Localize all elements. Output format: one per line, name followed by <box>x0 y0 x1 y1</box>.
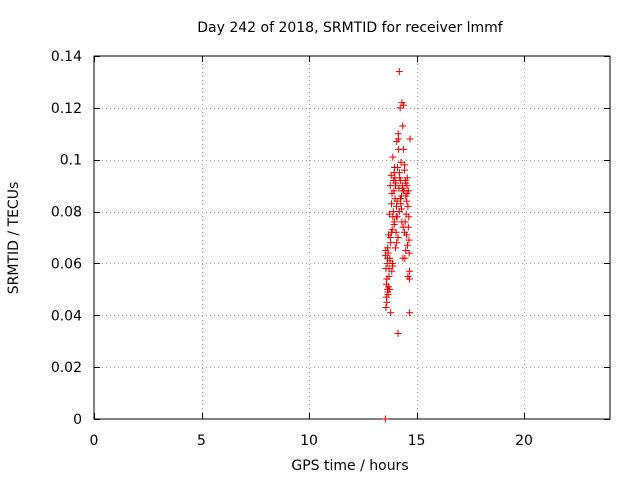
data-point <box>397 200 405 208</box>
data-point <box>382 304 390 312</box>
data-point <box>403 174 411 182</box>
data-point <box>395 208 403 216</box>
data-point <box>397 176 405 184</box>
x-tick-label: 5 <box>197 433 206 449</box>
y-tick-label: 0.02 <box>51 360 82 376</box>
data-point <box>386 257 394 265</box>
data-point <box>406 267 414 275</box>
x-tick-label: 15 <box>408 433 426 449</box>
data-point <box>403 241 411 249</box>
data-point <box>393 239 401 247</box>
x-tick-label: 20 <box>515 433 533 449</box>
data-point <box>405 213 413 221</box>
x-tick-label: 10 <box>300 433 318 449</box>
data-point <box>402 179 410 187</box>
data-point <box>388 226 396 234</box>
y-tick-label: 0.14 <box>51 49 82 65</box>
data-point <box>400 101 408 109</box>
axis-ticks: 0 5 10 15 20 0 0.02 0.04 0.06 0.08 0.1 0.12 0.14 <box>51 49 610 449</box>
y-tick-label: 0.12 <box>51 101 82 117</box>
data-point <box>401 161 409 169</box>
data-point <box>397 158 405 166</box>
data-point <box>388 200 396 208</box>
data-point <box>403 189 411 197</box>
data-point <box>402 246 410 254</box>
data-point <box>383 275 391 283</box>
y-tick-label: 0.1 <box>60 153 82 169</box>
data-point <box>399 184 407 192</box>
chart-title: Day 242 of 2018, SRMTID for receiver lmm… <box>197 20 504 36</box>
data-point <box>382 293 390 301</box>
data-point <box>399 122 407 130</box>
data-points <box>381 68 414 423</box>
data-point <box>391 244 399 252</box>
grid-lines <box>94 56 610 419</box>
x-tick-label: 0 <box>90 433 99 449</box>
data-point <box>394 329 402 337</box>
data-point <box>394 234 402 241</box>
data-point <box>406 135 414 143</box>
data-point <box>391 174 399 182</box>
data-point <box>395 145 403 153</box>
data-point <box>382 246 390 254</box>
data-point <box>405 275 413 283</box>
data-point <box>406 309 414 317</box>
data-point <box>399 254 407 262</box>
x-axis-label: GPS time / hours <box>291 458 408 474</box>
y-tick-label: 0.04 <box>51 308 82 324</box>
y-tick-label: 0 <box>73 412 82 428</box>
data-point <box>389 153 397 161</box>
data-point <box>391 182 399 190</box>
y-tick-label: 0.08 <box>51 205 82 221</box>
data-point <box>386 234 394 241</box>
data-point <box>393 213 401 221</box>
data-point <box>393 202 401 210</box>
plot-frame <box>93 55 611 420</box>
data-point <box>404 223 412 231</box>
data-point <box>384 288 392 296</box>
data-point <box>389 262 397 270</box>
y-axis-label: SRMTID / TECUs <box>6 182 22 295</box>
data-point <box>394 163 402 171</box>
data-point <box>403 197 411 205</box>
data-point <box>388 267 396 275</box>
data-point <box>401 218 409 226</box>
data-point <box>395 169 403 177</box>
data-point <box>392 228 400 236</box>
data-point <box>387 309 395 317</box>
data-point <box>390 187 398 195</box>
data-point <box>395 68 403 76</box>
data-point <box>390 218 398 226</box>
data-point <box>405 236 413 244</box>
data-point <box>404 202 412 210</box>
data-point <box>381 415 389 423</box>
data-point <box>400 228 408 236</box>
data-point <box>394 130 402 138</box>
y-tick-label: 0.06 <box>51 256 82 272</box>
